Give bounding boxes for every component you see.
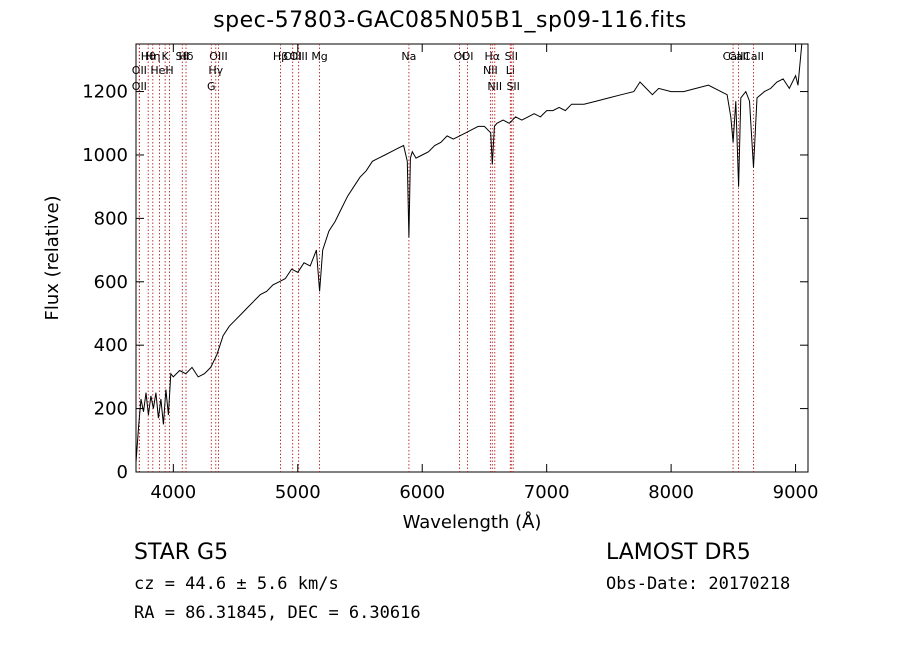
x-tick-label-3: 7000 xyxy=(524,482,570,503)
line-marker-label-12: Hβ xyxy=(273,50,288,63)
line-marker-label-18: OI xyxy=(462,50,474,63)
redshift-label: cz = 44.6 ± 5.6 km/s xyxy=(134,574,339,594)
line-marker-label-14: OIII xyxy=(289,50,307,63)
y-tick-label-1: 200 xyxy=(94,399,128,420)
y-axis-label: Flux (relative) xyxy=(42,195,63,320)
x-tick-label-4: 8000 xyxy=(648,482,694,503)
plot-frame xyxy=(135,43,809,473)
line-marker-label-4: HeI xyxy=(150,64,168,77)
line-marker-label-8: SII xyxy=(176,50,189,63)
y-tick-label-4: 800 xyxy=(94,208,128,229)
line-marker-label-20: NII xyxy=(483,64,498,77)
line-marker-label-0: Hθ xyxy=(141,50,156,63)
y-tick-label-6: 1200 xyxy=(82,82,128,103)
line-marker-label-16: Na xyxy=(401,50,416,63)
x-tick-label-5: 9000 xyxy=(773,482,819,503)
x-axis-label: Wavelength (Å) xyxy=(403,511,542,533)
survey-label: LAMOST DR5 xyxy=(606,540,751,565)
chart-title: spec-57803-GAC085N05B1_sp09-116.fits xyxy=(213,8,687,33)
line-marker-label-21: NII xyxy=(487,80,502,93)
line-marker-label-5: K xyxy=(162,50,170,63)
y-tick-label-3: 600 xyxy=(94,272,128,293)
coordinates-label: RA = 86.31845, DEC = 6.30616 xyxy=(134,603,421,623)
x-tick-label-0: 4000 xyxy=(150,482,196,503)
object-class-label: STAR G5 xyxy=(134,540,229,565)
x-tick-label-1: 5000 xyxy=(275,482,321,503)
line-marker-label-3: Hη xyxy=(145,50,160,63)
line-marker-label-11: G xyxy=(207,80,216,93)
line-marker-label-24: SII xyxy=(506,80,519,93)
line-marker-label-22: SII xyxy=(505,50,518,63)
y-tick-label-0: 0 xyxy=(117,462,128,483)
line-marker-label-17: OI xyxy=(454,50,466,63)
y-tick-label-2: 400 xyxy=(94,335,128,356)
spectrum-line xyxy=(135,43,803,463)
line-marker-label-23: Li xyxy=(506,64,515,77)
obs-date-label: Obs-Date: 20170218 xyxy=(606,574,791,594)
line-marker-label-6: H xyxy=(165,64,173,77)
line-marker-label-2: OII xyxy=(132,80,147,93)
line-marker-label-1: OII xyxy=(132,64,147,77)
line-marker-label-10: Hγ xyxy=(208,64,223,77)
y-tick-label-5: 1000 xyxy=(82,145,128,166)
line-marker-label-27: CaII xyxy=(743,50,764,63)
line-marker-label-26: CaII xyxy=(723,50,744,63)
line-marker-label-13: OIII xyxy=(283,50,301,63)
line-marker-label-7: Hδ xyxy=(179,50,194,63)
line-marker-label-9: OIII xyxy=(209,50,227,63)
x-tick-label-2: 6000 xyxy=(399,482,445,503)
line-marker-label-19: Hα xyxy=(485,50,501,63)
line-marker-label-15: Mg xyxy=(311,50,327,63)
line-marker-label-25: CaII xyxy=(728,50,749,63)
